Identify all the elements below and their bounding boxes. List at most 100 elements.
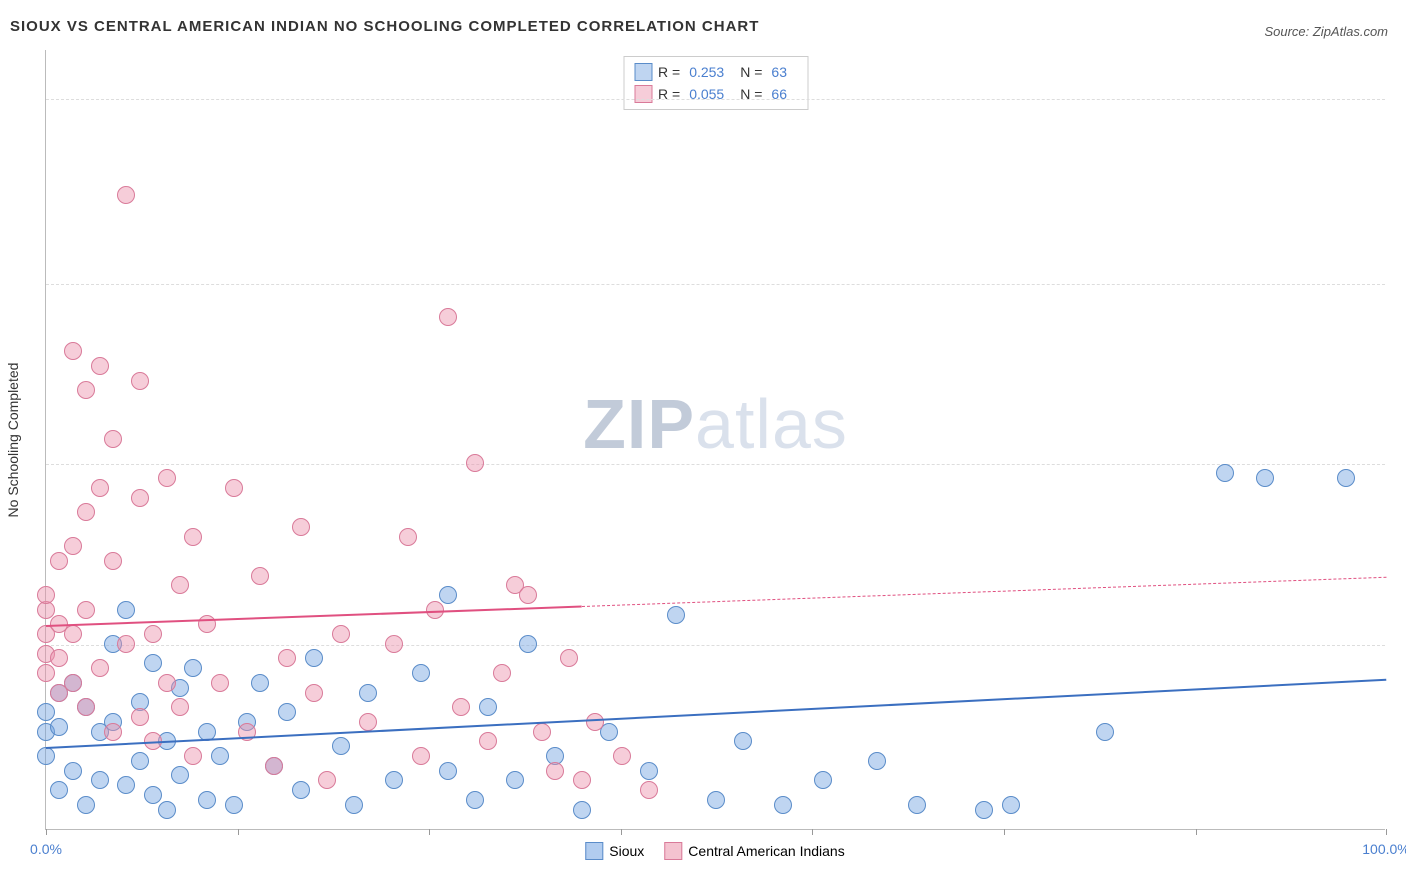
scatter-point xyxy=(77,796,95,814)
gridline xyxy=(46,284,1385,285)
scatter-point xyxy=(77,698,95,716)
scatter-point xyxy=(104,723,122,741)
scatter-point xyxy=(305,684,323,702)
scatter-point xyxy=(1096,723,1114,741)
plot-area: ZIPatlas R = 0.253N = 63R = 0.055N = 66 … xyxy=(45,50,1385,830)
legend-r-value: 0.253 xyxy=(689,64,724,80)
scatter-point xyxy=(493,664,511,682)
scatter-point xyxy=(50,718,68,736)
chart-area: No Schooling Completed ZIPatlas R = 0.25… xyxy=(45,50,1385,830)
scatter-point xyxy=(466,454,484,472)
scatter-point xyxy=(50,781,68,799)
scatter-point xyxy=(225,479,243,497)
scatter-point xyxy=(345,796,363,814)
scatter-point xyxy=(1337,469,1355,487)
scatter-point xyxy=(117,186,135,204)
trend-line-extrapolated xyxy=(582,577,1386,607)
legend-top: R = 0.253 N = 63 R = 0.055N = 66 xyxy=(623,56,808,110)
scatter-point xyxy=(359,684,377,702)
scatter-point xyxy=(91,659,109,677)
scatter-point xyxy=(385,771,403,789)
scatter-point xyxy=(613,747,631,765)
legend-label: Sioux xyxy=(609,843,644,859)
scatter-point xyxy=(533,723,551,741)
scatter-point xyxy=(640,781,658,799)
y-axis-label: No Schooling Completed xyxy=(5,363,21,518)
scatter-point xyxy=(37,747,55,765)
scatter-point xyxy=(144,786,162,804)
scatter-point xyxy=(184,747,202,765)
scatter-point xyxy=(734,732,752,750)
x-tick-label: 100.0% xyxy=(1362,841,1406,857)
scatter-point xyxy=(975,801,993,819)
legend-n-value: 63 xyxy=(771,64,787,80)
scatter-point xyxy=(77,601,95,619)
y-tick-label: 3.8% xyxy=(1395,637,1406,653)
source-attribution: Source: ZipAtlas.com xyxy=(1264,24,1388,39)
y-tick-label: 11.2% xyxy=(1395,276,1406,292)
scatter-point xyxy=(77,381,95,399)
scatter-point xyxy=(211,747,229,765)
legend-bottom-item: Central American Indians xyxy=(664,842,844,860)
scatter-point xyxy=(184,528,202,546)
legend-label: Central American Indians xyxy=(688,843,844,859)
scatter-point xyxy=(37,586,55,604)
scatter-point xyxy=(814,771,832,789)
scatter-point xyxy=(171,766,189,784)
scatter-point xyxy=(506,771,524,789)
legend-swatch xyxy=(585,842,603,860)
legend-bottom: Sioux Central American Indians xyxy=(585,842,844,860)
scatter-point xyxy=(117,601,135,619)
legend-top-row: R = 0.055N = 66 xyxy=(634,83,797,105)
scatter-point xyxy=(439,586,457,604)
scatter-point xyxy=(251,674,269,692)
scatter-point xyxy=(1216,464,1234,482)
scatter-point xyxy=(131,752,149,770)
scatter-point xyxy=(64,625,82,643)
scatter-point xyxy=(117,776,135,794)
x-tick-label: 0.0% xyxy=(30,841,62,857)
scatter-point xyxy=(64,762,82,780)
scatter-point xyxy=(1256,469,1274,487)
scatter-point xyxy=(37,664,55,682)
scatter-point xyxy=(479,698,497,716)
watermark: ZIPatlas xyxy=(583,384,848,464)
legend-r-label: R = xyxy=(658,64,680,80)
scatter-point xyxy=(144,654,162,672)
x-tick xyxy=(238,829,239,835)
scatter-point xyxy=(278,649,296,667)
legend-swatch xyxy=(664,842,682,860)
scatter-point xyxy=(158,469,176,487)
scatter-point xyxy=(171,576,189,594)
y-tick-label: 15.0% xyxy=(1395,91,1406,107)
scatter-point xyxy=(318,771,336,789)
scatter-point xyxy=(50,552,68,570)
legend-swatch xyxy=(634,85,652,103)
scatter-point xyxy=(37,703,55,721)
scatter-point xyxy=(412,664,430,682)
scatter-point xyxy=(359,713,377,731)
scatter-point xyxy=(519,635,537,653)
scatter-point xyxy=(908,796,926,814)
watermark-bold: ZIP xyxy=(583,385,695,463)
scatter-point xyxy=(64,342,82,360)
scatter-point xyxy=(198,791,216,809)
scatter-point xyxy=(1002,796,1020,814)
legend-n-label: N = xyxy=(740,64,762,80)
scatter-point xyxy=(251,567,269,585)
x-tick xyxy=(621,829,622,835)
x-tick xyxy=(1196,829,1197,835)
scatter-point xyxy=(91,357,109,375)
scatter-point xyxy=(667,606,685,624)
scatter-point xyxy=(64,537,82,555)
scatter-point xyxy=(466,791,484,809)
scatter-point xyxy=(479,732,497,750)
scatter-point xyxy=(868,752,886,770)
scatter-point xyxy=(144,625,162,643)
y-tick-label: 7.5% xyxy=(1395,456,1406,472)
scatter-point xyxy=(439,762,457,780)
scatter-point xyxy=(171,698,189,716)
scatter-point xyxy=(131,489,149,507)
scatter-point xyxy=(573,801,591,819)
scatter-point xyxy=(560,649,578,667)
